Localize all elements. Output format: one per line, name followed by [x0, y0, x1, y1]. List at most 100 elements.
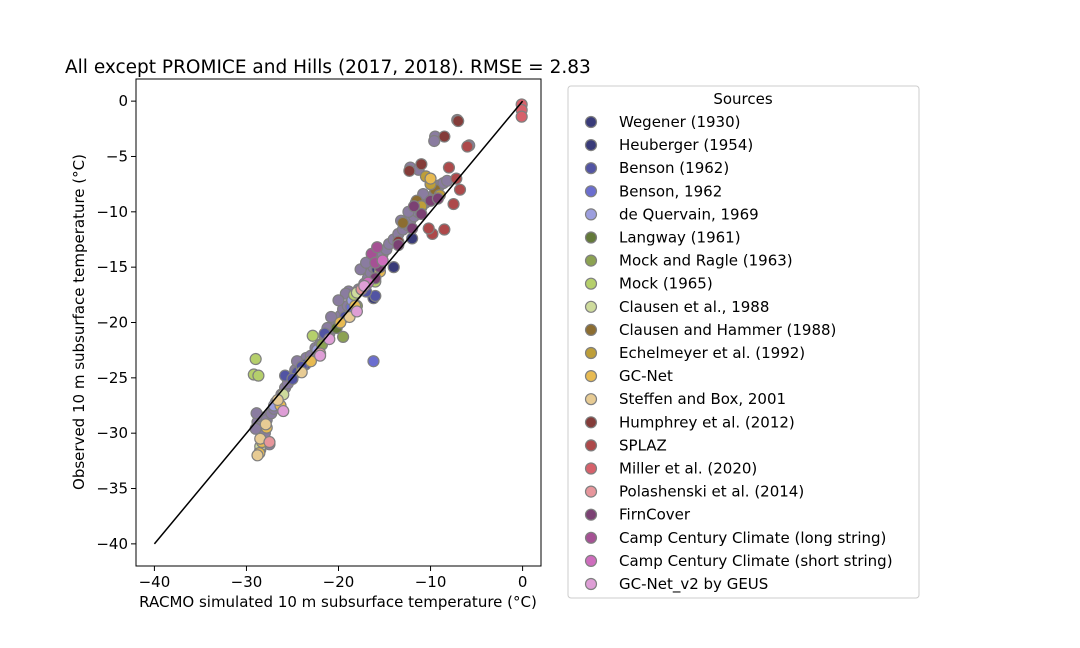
scatter-point-series-9 — [396, 216, 410, 229]
scatter-point-series-15 — [515, 110, 528, 123]
y-tick-label: −35 — [96, 480, 128, 498]
legend-label: Echelmeyer et al. (1992) — [619, 344, 805, 362]
scatter-point-series-14 — [438, 223, 451, 236]
scatter-point-series-18 — [371, 241, 384, 254]
legend-marker — [584, 185, 598, 198]
scatter-point-series-14 — [461, 140, 474, 153]
legend-marker — [584, 231, 598, 244]
legend: Sources Wegener (1930) Heuberger (1954) Be… — [567, 85, 920, 599]
y-axis-label: Observed 10 m subsurface temperature (°C… — [70, 154, 88, 490]
chart-title: All except PROMICE and Hills (2017, 2018… — [65, 57, 591, 78]
legend-marker — [584, 346, 598, 360]
y-tick-label: −5 — [106, 147, 128, 165]
legend-label: Benson (1962) — [619, 159, 729, 177]
scatter-point-cloud — [325, 310, 338, 324]
x-tick-label: 0 — [518, 573, 528, 591]
legend-marker — [584, 323, 598, 336]
scatter-point-series-6 — [337, 330, 350, 343]
scatter-point-series-11 — [334, 316, 347, 329]
scatter-point-series-7 — [252, 369, 265, 382]
scatter-point-series-19 — [376, 254, 389, 267]
scatter-point-series-14 — [453, 183, 467, 196]
legend-marker — [584, 508, 598, 521]
x-axis-ticks: −40 −30 −20 −10 0 — [139, 566, 528, 591]
legend-label: Camp Century Climate (long string) — [619, 529, 886, 547]
legend-marker — [584, 439, 598, 452]
y-tick-label: −30 — [96, 424, 128, 442]
legend-label: Miller et al. (2020) — [619, 460, 757, 478]
y-tick-label: −40 — [96, 535, 128, 553]
y-tick-label: 0 — [118, 92, 128, 110]
legend-marker — [584, 531, 598, 544]
x-tick-label: −20 — [323, 573, 355, 591]
identity-line-layer — [153, 100, 524, 545]
legend-label: Clausen et al., 1988 — [619, 298, 769, 316]
legend-marker — [584, 300, 598, 313]
scatter-point-series-14 — [450, 172, 463, 185]
legend-label: GC-Net_v2 by GEUS — [619, 575, 768, 594]
scatter-point-series-14 — [447, 197, 460, 211]
scatter-point-series-13 — [403, 164, 416, 177]
legend-title: Sources — [713, 90, 773, 108]
legend-marker — [584, 577, 598, 591]
legend-label: Langway (1961) — [619, 229, 741, 247]
x-tick-label: −40 — [139, 573, 171, 591]
legend-label: Clausen and Hammer (1988) — [619, 321, 836, 339]
scatter-point-series-0 — [387, 261, 400, 274]
legend-label: Humphrey et al. (2012) — [619, 413, 795, 431]
legend-marker — [584, 485, 598, 498]
scatter-point-series-13 — [452, 114, 465, 128]
x-axis-label: RACMO simulated 10 m subsurface temperat… — [139, 593, 537, 611]
y-tick-label: −10 — [96, 203, 128, 221]
legend-marker — [584, 554, 598, 568]
legend-label: Polashenski et al. (2014) — [619, 483, 804, 501]
legend-marker — [584, 393, 598, 406]
scatter-point-cloud — [332, 294, 345, 307]
x-tick-label: −30 — [231, 573, 263, 591]
legend-marker — [584, 370, 598, 383]
scatter-point-series-16 — [263, 435, 276, 449]
x-tick-label: −10 — [415, 573, 447, 591]
scatter-points — [247, 98, 528, 462]
identity-line — [153, 100, 524, 545]
legend-label: Mock (1965) — [619, 275, 713, 293]
scatter-point-series-7 — [249, 352, 262, 366]
legend-marker — [584, 462, 598, 475]
legend-marker — [584, 416, 598, 429]
plot-area — [135, 78, 542, 567]
scatter-point-series-14 — [422, 222, 435, 235]
legend-label: FirnCover — [619, 506, 691, 524]
y-axis-ticks: 0 −5 −10 −15 −20 −25 −30 −35 −40 — [96, 92, 136, 553]
scatter-point-series-7 — [306, 329, 319, 342]
legend-label: Heuberger (1954) — [619, 136, 753, 154]
legend-label: de Quervain, 1969 — [619, 205, 759, 223]
legend-label: SPLAZ — [619, 436, 667, 454]
legend-label: Mock and Ragle (1963) — [619, 252, 793, 270]
y-tick-label: −25 — [96, 369, 128, 387]
legend-marker — [584, 254, 598, 267]
scatter-point-cloud — [249, 422, 262, 435]
scatter-point-series-20 — [350, 305, 364, 318]
scatter-point-series-13 — [438, 130, 451, 143]
scatter-point-series-20 — [277, 404, 290, 418]
legend-label: Steffen and Box, 2001 — [619, 390, 786, 408]
scatter-point-series-20 — [313, 349, 327, 362]
legend-label: Camp Century Climate (short string) — [619, 552, 893, 570]
scatter-point-series-13 — [415, 158, 428, 171]
legend-marker — [584, 162, 598, 175]
legend-marker — [584, 139, 598, 152]
legend-items: Wegener (1930) Heuberger (1954) Benson (19… — [584, 113, 893, 594]
legend-marker — [584, 208, 598, 221]
legend-label: Benson, 1962 — [619, 182, 722, 200]
scatter-point-cloud — [428, 134, 441, 148]
scatter-point-series-12 — [259, 418, 272, 431]
legend-frame — [567, 85, 920, 599]
legend-marker — [584, 277, 598, 290]
legend-label: GC-Net — [619, 367, 673, 385]
legend-marker — [584, 115, 598, 129]
legend-label: Wegener (1930) — [619, 113, 740, 131]
scatter-point-series-12 — [251, 449, 264, 462]
scatter-point-series-17 — [407, 200, 421, 213]
y-tick-label: −15 — [96, 258, 128, 276]
